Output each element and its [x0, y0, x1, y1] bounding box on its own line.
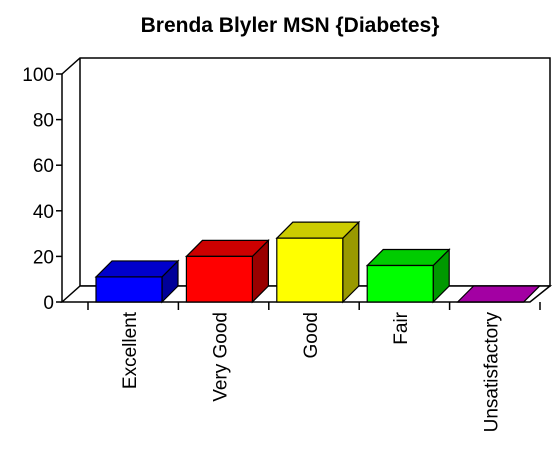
bar	[365, 248, 451, 304]
x-tick-label: Excellent	[120, 311, 141, 389]
y-tick-label: 40	[33, 202, 54, 223]
y-tick-label: 20	[33, 247, 54, 268]
x-tick-label: Good	[301, 312, 322, 358]
x-tick-label: Fair	[391, 311, 412, 344]
y-tick-label: 80	[33, 111, 54, 132]
bar	[275, 220, 361, 304]
chart-title: Brenda Blyler MSN {Diabetes}	[141, 14, 440, 37]
back-wall	[61, 57, 551, 287]
x-tick-label: Very Good	[210, 312, 231, 402]
y-tick-label: 100	[22, 65, 54, 86]
x-tick-label: Unsatisfactory	[482, 312, 503, 433]
bar	[184, 238, 270, 304]
y-tick-label: 60	[33, 156, 54, 177]
bar	[94, 259, 180, 304]
y-tick-label: 0	[43, 293, 54, 314]
bar	[456, 285, 542, 303]
